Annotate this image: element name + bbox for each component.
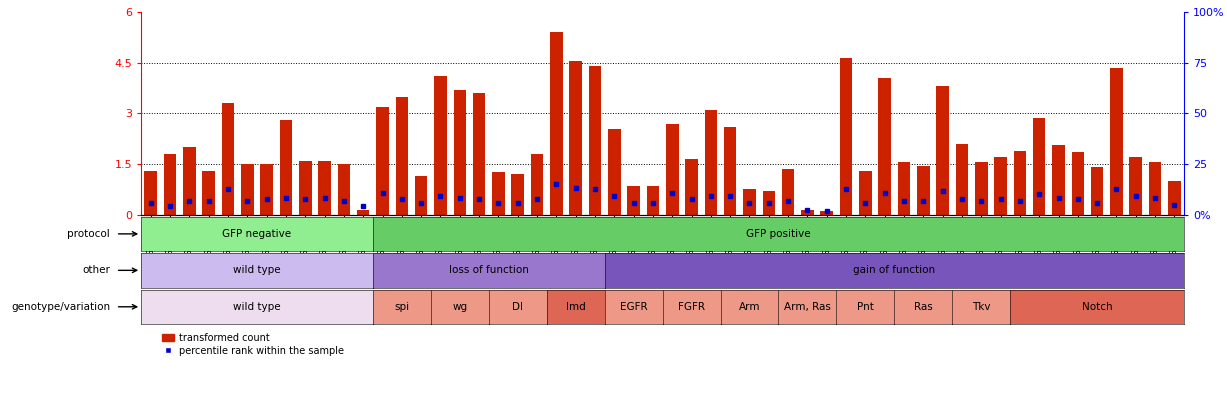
Bar bbox=[859, 171, 871, 215]
Bar bbox=[821, 211, 833, 215]
Text: FGFR: FGFR bbox=[679, 302, 706, 312]
Text: Notch: Notch bbox=[1082, 302, 1113, 312]
Bar bbox=[472, 93, 486, 215]
Bar bbox=[898, 162, 910, 215]
Bar bbox=[240, 164, 254, 215]
Bar bbox=[318, 161, 331, 215]
Bar bbox=[839, 58, 853, 215]
Bar bbox=[299, 161, 312, 215]
Bar bbox=[956, 144, 968, 215]
Bar bbox=[569, 61, 582, 215]
Bar bbox=[531, 154, 544, 215]
Bar bbox=[337, 164, 350, 215]
Bar bbox=[762, 191, 775, 215]
Legend: transformed count, percentile rank within the sample: transformed count, percentile rank withi… bbox=[158, 329, 347, 360]
Bar bbox=[1148, 162, 1162, 215]
Bar bbox=[222, 103, 234, 215]
Bar bbox=[1110, 68, 1123, 215]
Bar bbox=[377, 107, 389, 215]
Bar bbox=[1033, 119, 1045, 215]
Bar bbox=[724, 127, 736, 215]
Bar bbox=[415, 176, 427, 215]
Bar bbox=[357, 210, 369, 215]
Bar bbox=[183, 147, 195, 215]
Bar bbox=[512, 174, 524, 215]
Bar bbox=[1071, 152, 1085, 215]
Text: Arm, Ras: Arm, Ras bbox=[784, 302, 831, 312]
Text: protocol: protocol bbox=[67, 229, 110, 239]
Text: Dl: Dl bbox=[512, 302, 523, 312]
Bar bbox=[434, 76, 447, 215]
Bar bbox=[589, 66, 601, 215]
Bar bbox=[647, 186, 659, 215]
Text: gain of function: gain of function bbox=[853, 265, 935, 275]
Bar bbox=[744, 190, 756, 215]
Bar bbox=[454, 90, 466, 215]
Bar bbox=[492, 173, 504, 215]
Text: wild type: wild type bbox=[233, 265, 281, 275]
Bar bbox=[782, 169, 794, 215]
Bar bbox=[666, 124, 679, 215]
Text: wg: wg bbox=[453, 302, 467, 312]
Bar bbox=[163, 154, 177, 215]
Bar bbox=[1091, 167, 1103, 215]
Text: Imd: Imd bbox=[566, 302, 585, 312]
Bar bbox=[1168, 181, 1180, 215]
Bar bbox=[627, 186, 640, 215]
Bar bbox=[936, 86, 948, 215]
Bar bbox=[145, 171, 157, 215]
Text: loss of function: loss of function bbox=[449, 265, 529, 275]
Text: genotype/variation: genotype/variation bbox=[11, 302, 110, 312]
Bar bbox=[879, 78, 891, 215]
Bar bbox=[1053, 145, 1065, 215]
Bar bbox=[609, 129, 621, 215]
Text: GFP positive: GFP positive bbox=[746, 229, 811, 239]
Text: EGFR: EGFR bbox=[620, 302, 648, 312]
Bar bbox=[395, 96, 409, 215]
Bar bbox=[1014, 151, 1026, 215]
Bar bbox=[280, 120, 292, 215]
Text: GFP negative: GFP negative bbox=[222, 229, 292, 239]
Text: Arm: Arm bbox=[739, 302, 761, 312]
Bar bbox=[260, 164, 272, 215]
Bar bbox=[917, 166, 930, 215]
Bar bbox=[550, 32, 563, 215]
Text: Ras: Ras bbox=[914, 302, 933, 312]
Text: Tkv: Tkv bbox=[972, 302, 990, 312]
Text: wild type: wild type bbox=[233, 302, 281, 312]
Text: other: other bbox=[82, 265, 110, 275]
Text: spi: spi bbox=[394, 302, 410, 312]
Text: Pnt: Pnt bbox=[856, 302, 874, 312]
Bar bbox=[704, 110, 717, 215]
Bar bbox=[202, 171, 215, 215]
Bar bbox=[975, 162, 988, 215]
Bar bbox=[994, 157, 1007, 215]
Bar bbox=[1130, 157, 1142, 215]
Bar bbox=[801, 210, 814, 215]
Bar bbox=[685, 159, 698, 215]
